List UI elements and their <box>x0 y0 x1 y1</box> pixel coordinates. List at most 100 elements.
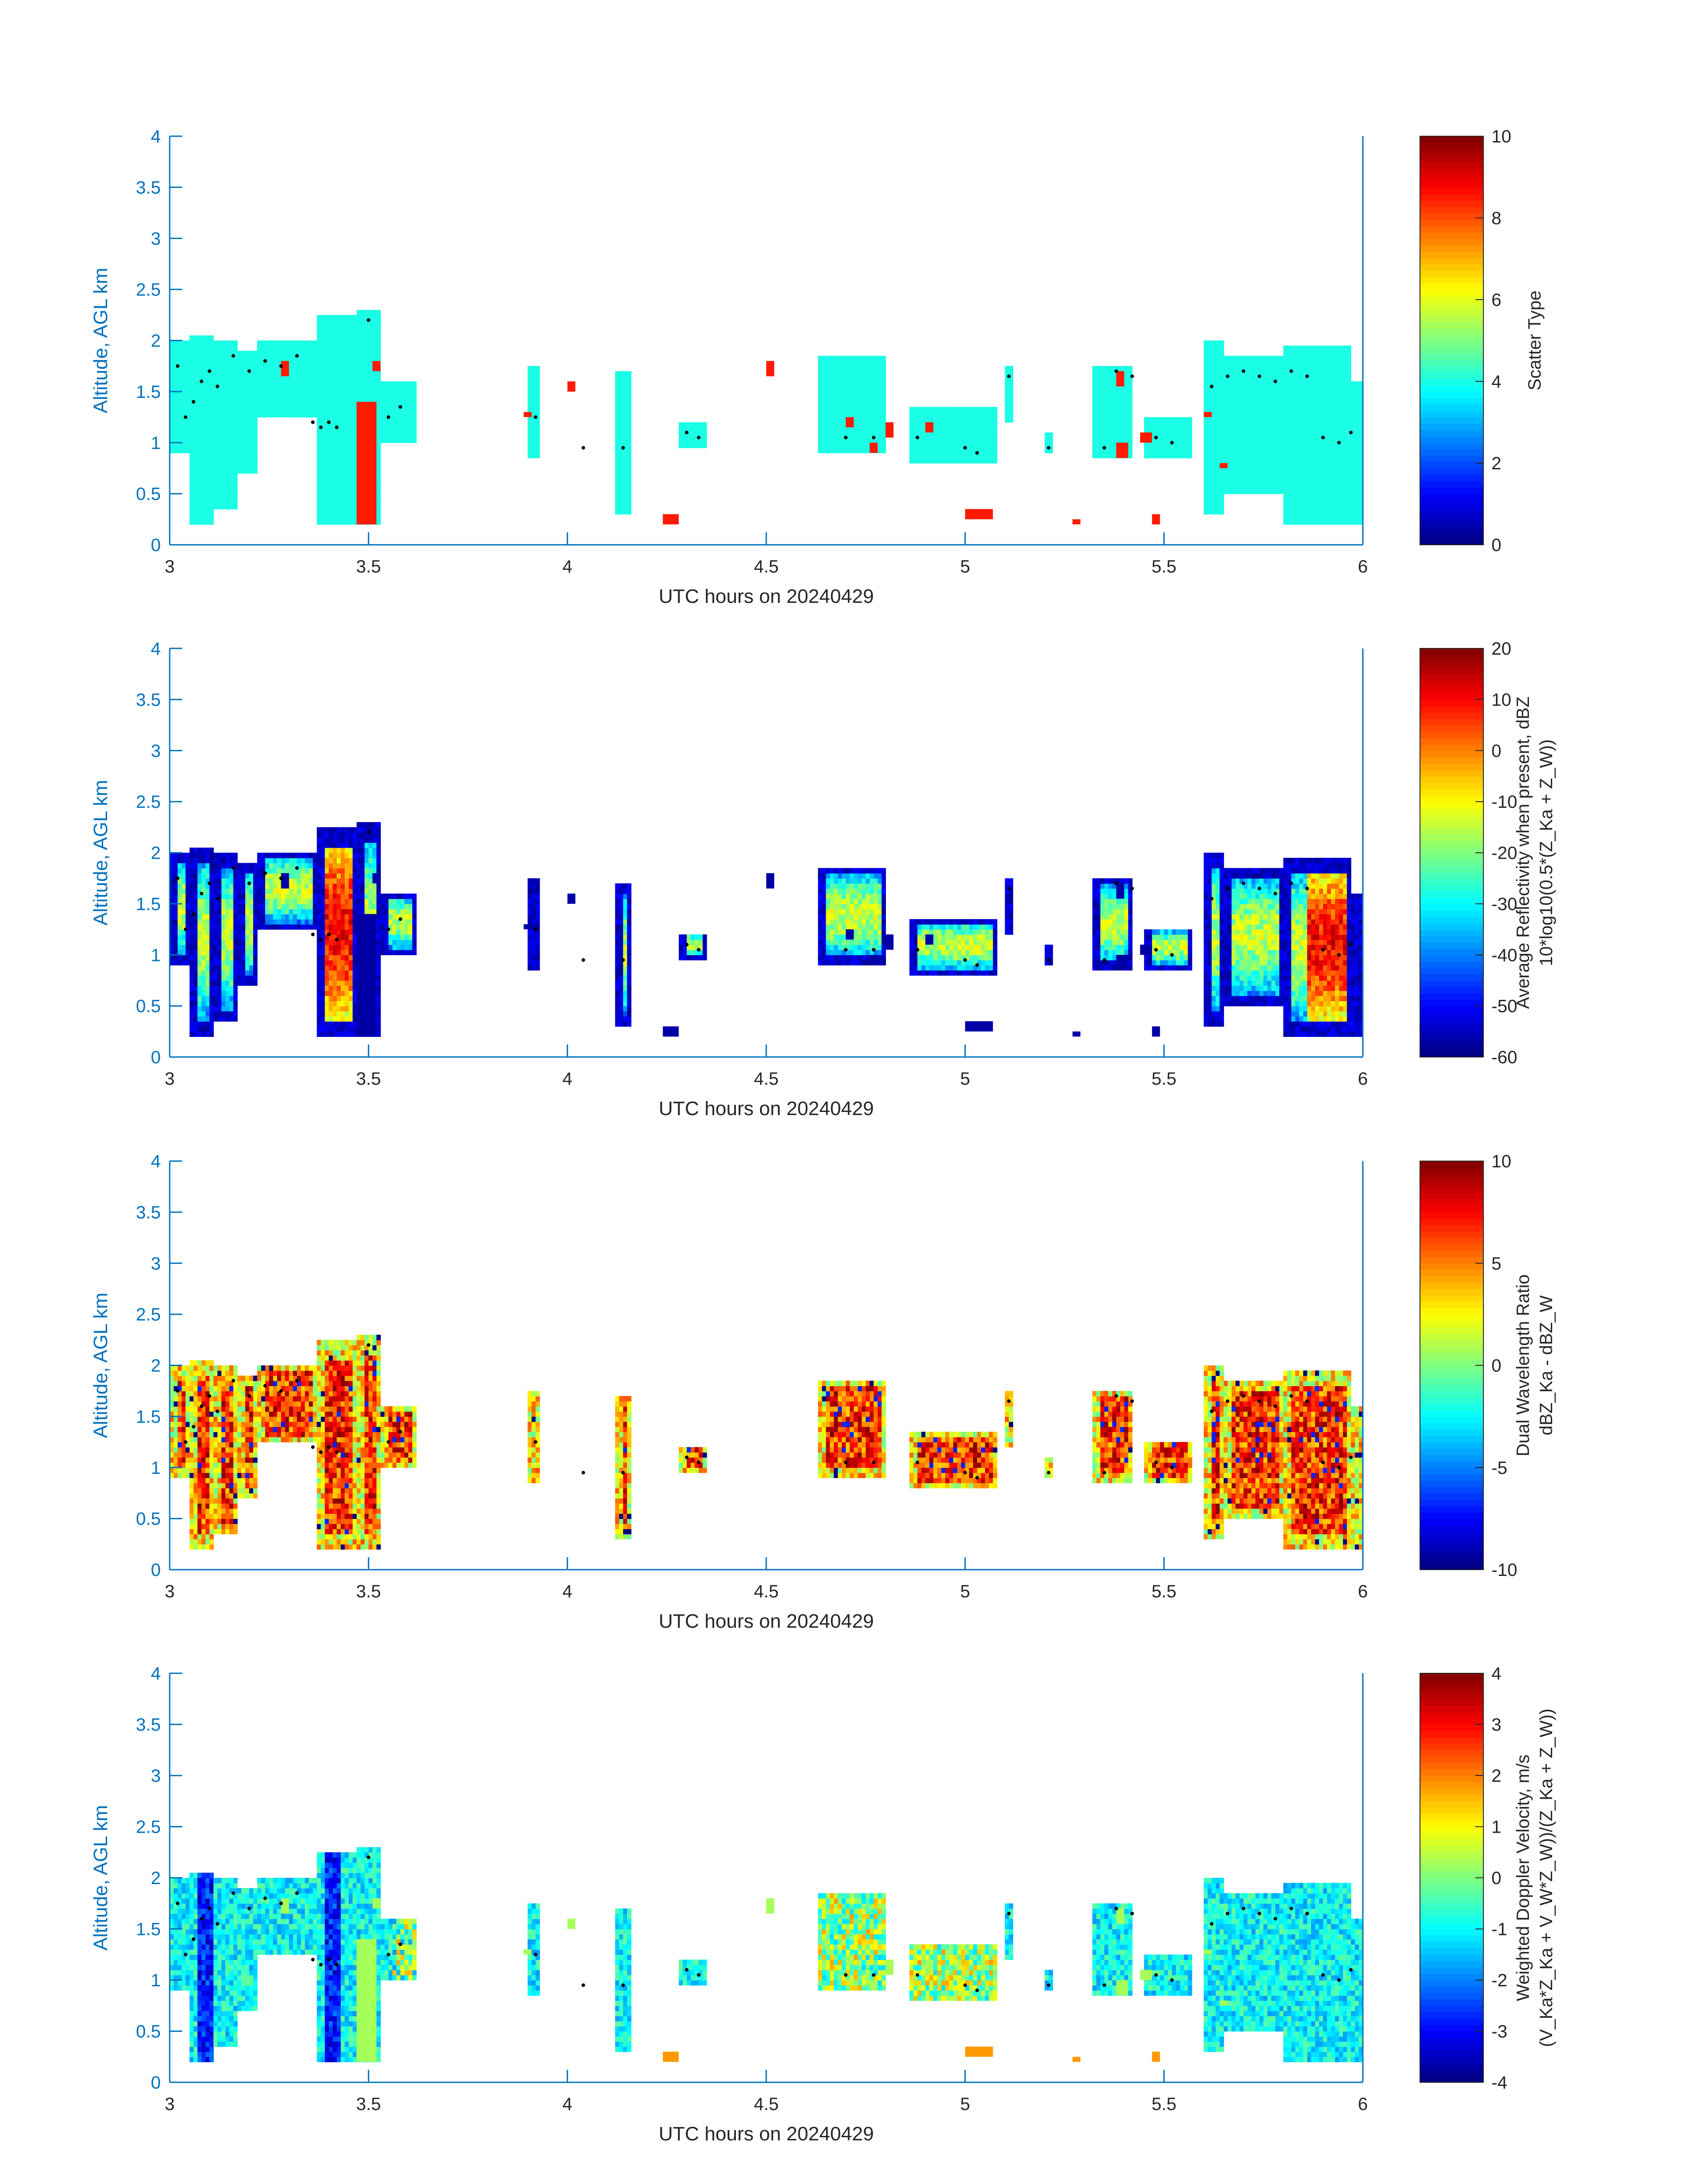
heatmap-cell <box>221 909 226 914</box>
heatmap-cell <box>1283 458 1288 464</box>
heatmap-cell <box>372 335 377 341</box>
heatmap-cell <box>341 407 345 412</box>
heatmap-cell <box>201 397 206 402</box>
heatmap-cell <box>1212 484 1216 489</box>
heatmap-cell <box>1240 453 1244 458</box>
heatmap-cell <box>1219 397 1224 402</box>
heatmap-cell <box>838 407 842 412</box>
heatmap-cell <box>341 381 345 387</box>
heatmap-cell <box>1216 407 1220 412</box>
heatmap-cell <box>234 986 238 991</box>
heatmap-cell <box>182 863 186 868</box>
heatmap-cell <box>925 417 930 422</box>
heatmap-cell <box>301 386 305 392</box>
heatmap-cell <box>190 356 194 361</box>
heatmap-cell <box>929 453 934 458</box>
heatmap-cell <box>973 412 977 418</box>
heatmap-cell <box>217 883 222 889</box>
colorbar-step <box>1420 334 1483 341</box>
heatmap-cell <box>1244 422 1248 428</box>
heatmap-cell <box>349 478 353 484</box>
heatmap-cell <box>245 422 250 428</box>
heatmap-cell <box>345 504 349 510</box>
heatmap-cell <box>329 335 333 341</box>
heatmap-cell <box>532 402 536 407</box>
heatmap-cell <box>957 427 962 433</box>
heatmap-cell <box>921 438 926 443</box>
heatmap-cell <box>1236 371 1240 376</box>
heatmap-cell <box>1343 478 1348 484</box>
heatmap-cell <box>297 904 301 909</box>
heatmap-cell <box>321 346 326 351</box>
heatmap-cell <box>289 909 293 914</box>
heatmap-cell <box>1291 427 1296 433</box>
heatmap-cell <box>1224 438 1228 443</box>
heatmap-cell <box>297 366 301 372</box>
heatmap-cell <box>822 397 827 402</box>
heatmap-cell <box>1219 371 1224 376</box>
colorbar-step <box>1420 175 1483 181</box>
heatmap-cell <box>237 402 242 407</box>
heatmap-cell <box>1267 489 1272 494</box>
heatmap-cell <box>1208 494 1212 499</box>
heatmap-cell <box>205 386 210 392</box>
heatmap-cell <box>874 402 878 407</box>
heatmap-cell <box>261 889 266 894</box>
heatmap-cell <box>1291 463 1296 468</box>
heatmap-cell <box>213 960 218 965</box>
heatmap-cell <box>305 402 309 407</box>
heatmap-cell <box>1271 473 1276 479</box>
heatmap-cell <box>1287 392 1292 397</box>
heatmap-cell <box>285 889 289 894</box>
heatmap-cell <box>1287 417 1292 422</box>
heatmap-cell <box>1287 489 1292 494</box>
heatmap-cell <box>337 386 341 392</box>
heatmap-cell <box>1347 371 1351 376</box>
heatmap-cell <box>1219 366 1224 372</box>
heatmap-cell <box>201 509 206 514</box>
heatmap-cell <box>376 448 381 453</box>
heatmap-cell <box>205 924 210 930</box>
heatmap-cell <box>193 935 198 940</box>
heatmap-cell <box>615 458 620 464</box>
heatmap-cell <box>862 402 866 407</box>
heatmap-cell <box>265 909 270 914</box>
heatmap-cell <box>1228 478 1232 484</box>
heatmap-cell <box>1343 463 1348 468</box>
heatmap-cell <box>1259 417 1264 422</box>
heatmap-cell <box>329 320 333 326</box>
heatmap-cell <box>325 325 329 330</box>
heatmap-cell <box>269 361 274 366</box>
heatmap-cell <box>234 463 238 468</box>
heatmap-cell <box>623 458 627 464</box>
heatmap-cell <box>1291 443 1296 448</box>
heatmap-cell <box>1331 494 1336 499</box>
heatmap-cell <box>1307 392 1311 397</box>
heatmap-cell <box>1331 463 1336 468</box>
heatmap-cell <box>174 397 178 402</box>
heatmap-cell <box>174 960 178 965</box>
heatmap-cell <box>1100 376 1105 382</box>
heatmap-cell <box>269 412 274 418</box>
heatmap-cell <box>345 473 349 479</box>
heatmap-cell <box>269 919 274 924</box>
heatmap-cell <box>405 392 409 397</box>
heatmap-cell <box>401 417 405 422</box>
heatmap-cell <box>1188 448 1192 453</box>
heatmap-cell <box>1355 381 1359 387</box>
heatmap-cell <box>337 366 341 372</box>
heatmap-cell <box>376 519 381 525</box>
heatmap-cell <box>929 438 934 443</box>
heatmap-cell <box>333 402 337 407</box>
heatmap-cell <box>317 320 322 326</box>
heatmap-cell <box>226 986 230 991</box>
heatmap-cell <box>361 361 365 366</box>
heatmap-cell <box>217 448 222 453</box>
heatmap-cell <box>182 889 186 894</box>
heatmap-cell <box>1256 381 1260 387</box>
heatmap-cell <box>174 889 178 894</box>
heatmap-cell <box>834 407 838 412</box>
heatmap-cell <box>1283 484 1288 489</box>
heatmap-cell <box>261 894 266 899</box>
